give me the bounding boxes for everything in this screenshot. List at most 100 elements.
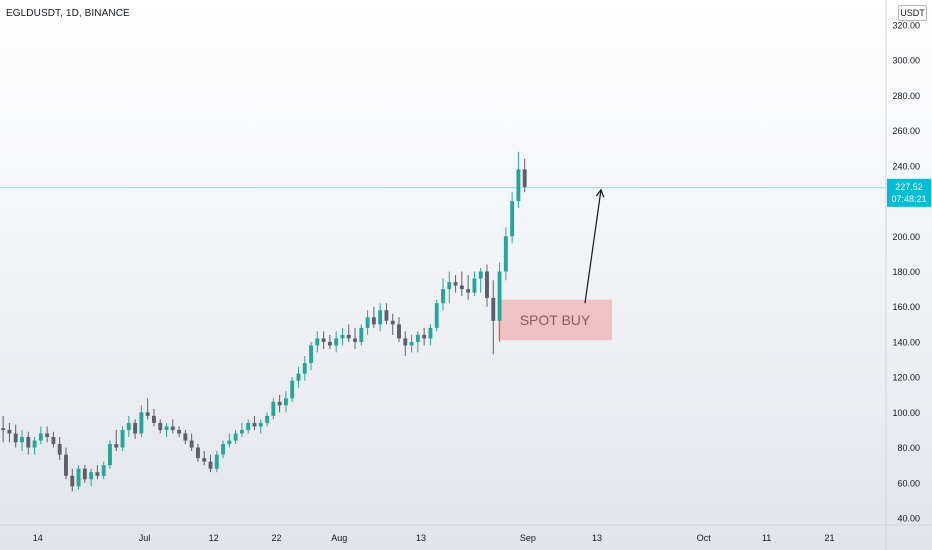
x-tick-label: 11 (762, 533, 771, 543)
candle-body (365, 317, 370, 328)
candle-body (45, 433, 50, 438)
candle-body (158, 422, 163, 430)
candle-body (290, 380, 295, 399)
x-tick-label: Sep (520, 533, 536, 543)
candle-body (101, 465, 106, 476)
candle-body (1, 428, 6, 430)
candle-body (466, 289, 471, 293)
candle-body (202, 458, 207, 462)
candle-body (145, 412, 150, 416)
candle-body (434, 303, 439, 328)
candle-body (64, 454, 68, 476)
candle-body (485, 271, 489, 298)
candle-body (7, 429, 12, 434)
candle-body (214, 454, 219, 469)
y-tick-label: 180.00 (892, 267, 920, 277)
candle-body (378, 310, 383, 325)
y-tick-label: 40.00 (897, 514, 920, 524)
candle-body (82, 468, 87, 480)
x-tick-label: 13 (592, 533, 602, 543)
y-tick-label: 200.00 (892, 232, 920, 242)
candle-body (32, 440, 37, 448)
candle-body (340, 334, 345, 339)
candle-body (359, 327, 364, 342)
currency-button[interactable]: USDT (898, 5, 927, 21)
candle-body (20, 437, 24, 443)
spot-buy-zone (498, 299, 612, 341)
candle-body (246, 422, 251, 430)
x-tick-label: 13 (416, 533, 426, 543)
candle-body (441, 289, 445, 304)
candle-body (114, 444, 119, 448)
candle-body (89, 472, 94, 480)
candle-body (491, 297, 496, 321)
symbol-title[interactable]: EGLDUSDT, 1D, BINANCE (6, 8, 130, 19)
y-tick-label: 60.00 (897, 478, 920, 488)
y-tick-label: 320.00 (892, 21, 920, 31)
candle-body (221, 444, 226, 455)
candle-body (239, 429, 244, 434)
candle-body (315, 338, 320, 346)
candle-body (183, 433, 188, 441)
candle-body (51, 437, 56, 445)
candle-body (447, 282, 452, 290)
candle-body (403, 338, 408, 346)
candle-body (453, 282, 458, 286)
candle-body (13, 433, 18, 443)
y-tick-label: 260.00 (892, 126, 920, 136)
candle-body (397, 324, 401, 339)
x-tick-label: 21 (824, 533, 834, 543)
candle-body (195, 447, 200, 459)
target-arrow-head (595, 188, 605, 198)
y-tick-label: 120.00 (892, 373, 920, 383)
candle-body (38, 433, 43, 441)
candle-body (409, 341, 414, 346)
candle-body (346, 334, 351, 339)
candle-body (233, 433, 238, 441)
candle-body (76, 468, 81, 487)
y-tick-label: 240.00 (892, 161, 920, 171)
x-tick-label: Oct (697, 533, 712, 543)
y-tick-label: 300.00 (892, 56, 920, 66)
x-tick-label: Jul (139, 533, 151, 543)
candle-body (95, 472, 100, 476)
candle-body (510, 201, 515, 237)
candle-body (327, 341, 332, 346)
x-tick-label: Aug (331, 533, 347, 543)
candle-body (384, 310, 389, 321)
candle-body (227, 440, 232, 445)
candle-body (422, 334, 427, 339)
candle-body (258, 422, 263, 427)
candle-body (478, 271, 483, 279)
candle-body (126, 422, 131, 430)
candle-body (296, 373, 301, 381)
spot-buy-label: SPOT BUY (520, 312, 591, 328)
candle-body (177, 429, 182, 434)
y-tick-label: 80.00 (897, 443, 920, 453)
candle-body (497, 271, 502, 321)
candle-body (265, 415, 270, 423)
candle-body (170, 426, 175, 430)
candle-body (57, 444, 62, 455)
x-tick-label: 22 (271, 533, 281, 543)
y-tick-label: 280.00 (892, 91, 920, 101)
y-tick-label: 160.00 (892, 302, 920, 312)
countdown-timer: 07:48:21 (891, 194, 926, 204)
last-price-value: 227.52 (895, 182, 923, 192)
candle-body (208, 461, 213, 469)
candle-body (120, 429, 125, 448)
candle-body (252, 422, 257, 427)
candle-body (516, 169, 521, 202)
candle-body (70, 475, 75, 487)
x-tick-label: 14 (33, 533, 43, 543)
candle-body (353, 338, 357, 342)
candle-body (415, 334, 420, 342)
y-tick-label: 100.00 (892, 408, 920, 418)
candle-body (271, 401, 276, 416)
candle-body (108, 444, 112, 466)
last-price-badge (887, 178, 931, 207)
candle-body (321, 338, 326, 342)
candle-body (390, 320, 395, 325)
